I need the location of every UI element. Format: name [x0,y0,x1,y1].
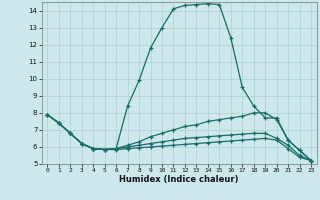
X-axis label: Humidex (Indice chaleur): Humidex (Indice chaleur) [119,175,239,184]
